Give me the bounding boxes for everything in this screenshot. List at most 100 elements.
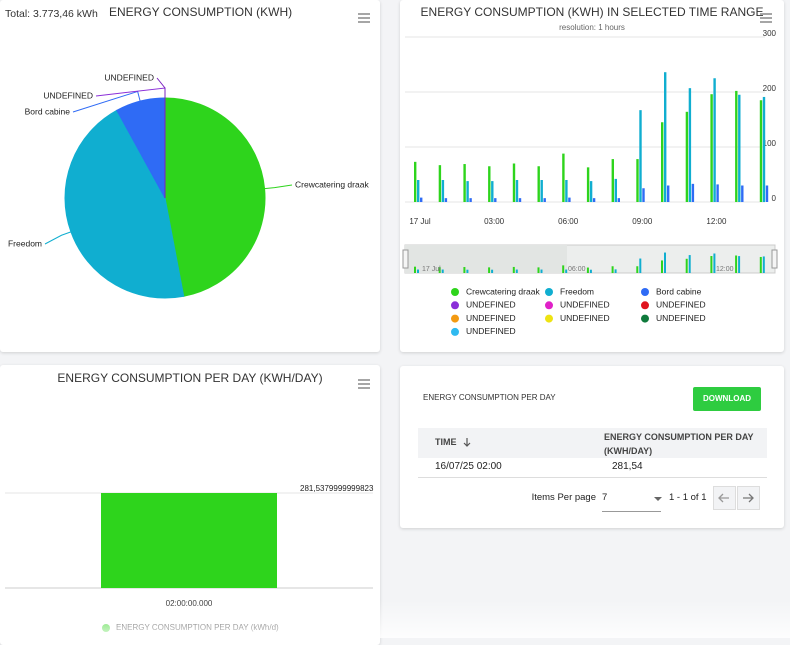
legend-swatch xyxy=(451,288,459,296)
day-panel: ENERGY CONSUMPTION PER DAY (KWH/DAY) 281… xyxy=(0,365,380,645)
menu-icon[interactable] xyxy=(358,379,370,389)
navigator-handle[interactable] xyxy=(402,249,409,269)
bar xyxy=(414,161,417,202)
x-tick-label: 12:00 xyxy=(706,217,727,226)
leader-line xyxy=(156,77,166,98)
table-title: ENERGY CONSUMPTION PER DAY xyxy=(423,393,556,402)
x-tick-label: 06:00 xyxy=(558,217,579,226)
navigator-bar xyxy=(441,269,444,273)
bar xyxy=(738,94,741,202)
navigator-bar xyxy=(762,256,765,273)
legend-entry[interactable]: UNDEFINED xyxy=(656,300,706,310)
navigator-bar xyxy=(417,269,419,273)
bar xyxy=(664,72,667,202)
y-tick-label: 200 xyxy=(763,84,777,93)
legend-swatch xyxy=(102,624,110,632)
sort-arrow[interactable] xyxy=(462,437,472,447)
legend-swatch xyxy=(451,314,459,323)
x-tick-label: 17 Jul xyxy=(409,217,431,226)
prev-page[interactable] xyxy=(713,486,736,510)
legend-entry: ENERGY CONSUMPTION PER DAY (kWh/d) xyxy=(116,623,279,632)
items-per-page-label: Items Per page xyxy=(531,492,596,503)
navigator-bar xyxy=(562,265,565,273)
legend-entry[interactable]: UNDEFINED xyxy=(656,313,706,323)
column-header: ENERGY CONSUMPTION PER DAY (KWH/DAY) xyxy=(604,432,754,456)
navigator-bar xyxy=(685,258,688,273)
pie-chart: Total: 3.773,46 kWh ENERGY CONSUMPTION (… xyxy=(5,5,370,299)
download-button[interactable]: DOWNLOAD xyxy=(693,387,761,411)
bar xyxy=(661,122,664,202)
legend-swatch xyxy=(451,327,459,336)
bar xyxy=(685,111,689,202)
legend-swatch xyxy=(451,301,459,310)
select-caret xyxy=(654,497,662,501)
bar xyxy=(518,198,522,202)
total: Total: 3.773,46 kWh xyxy=(5,8,98,20)
navigator-bar xyxy=(586,267,589,273)
legend-swatch xyxy=(641,288,649,296)
bar xyxy=(540,180,543,202)
y-tick-label: 0 xyxy=(772,194,777,203)
navigator-bar xyxy=(688,255,691,273)
bar xyxy=(417,180,420,202)
legend-entry[interactable]: Freedom xyxy=(560,286,594,296)
y-tick-label: 100 xyxy=(763,139,777,148)
time-panel: ENERGY CONSUMPTION (KWH) IN SELECTED TIM… xyxy=(400,0,784,352)
navigator-handle[interactable] xyxy=(771,249,778,269)
navigator-bar xyxy=(664,252,666,273)
chart-subtitle: resolution: 1 hours xyxy=(559,23,625,32)
y-tick-label: 300 xyxy=(763,29,777,38)
bar xyxy=(611,159,614,202)
bar xyxy=(512,163,516,202)
pie-label: Bord cabine xyxy=(25,106,71,116)
x-tick-label: 02:00:00.000 xyxy=(166,599,213,608)
menu-icon[interactable] xyxy=(358,13,370,23)
legend-swatch xyxy=(545,301,553,310)
legend-entry[interactable]: Crewcatering draak xyxy=(466,286,540,296)
navigator-bar xyxy=(463,267,466,273)
next-page[interactable] xyxy=(737,486,760,510)
legend-entry[interactable]: UNDEFINED xyxy=(466,326,516,336)
chart-title: ENERGY CONSUMPTION (KWH) IN SELECTED TIM… xyxy=(421,5,764,19)
navigator-bar xyxy=(414,266,416,273)
bar xyxy=(688,88,692,202)
bar xyxy=(466,181,469,202)
legend-entry[interactable]: UNDEFINED xyxy=(466,300,516,310)
navigator-mask xyxy=(405,245,567,273)
bar xyxy=(735,90,738,202)
navigator-bar xyxy=(438,267,441,273)
bar xyxy=(667,185,670,202)
navigator-bar xyxy=(589,269,592,273)
navigator-bar xyxy=(491,269,494,273)
navigator-bar xyxy=(512,266,515,273)
legend-entry[interactable]: UNDEFINED xyxy=(466,313,516,323)
legend-entry[interactable]: UNDEFINED xyxy=(560,313,610,323)
navigator-bar xyxy=(537,267,540,273)
pie-slice xyxy=(164,97,266,297)
navigator-bar xyxy=(713,253,716,273)
legend-entry[interactable]: Bord cabine xyxy=(656,286,702,296)
bar xyxy=(420,197,423,202)
navigator-label: 06:00 xyxy=(568,266,586,273)
bar xyxy=(614,178,617,202)
navigator-bar xyxy=(636,266,639,273)
bar xyxy=(469,198,472,202)
bar xyxy=(491,181,494,202)
navigator-bar xyxy=(759,256,762,273)
navigator-bar xyxy=(565,269,568,273)
legend-entry[interactable]: UNDEFINED xyxy=(560,300,610,310)
menu-icon[interactable] xyxy=(760,13,772,23)
navigator-bar xyxy=(710,256,713,273)
bar xyxy=(515,180,519,202)
bar xyxy=(543,198,546,202)
table-panel: ENERGY CONSUMPTION PER DAY DOWNLOAD TIME… xyxy=(400,366,784,528)
column-header[interactable]: TIME xyxy=(435,437,457,447)
navigator-bar xyxy=(639,258,642,273)
items-per-page-select[interactable]: 7 xyxy=(602,492,661,512)
bar xyxy=(537,166,540,202)
bar xyxy=(101,493,277,588)
time-chart: ENERGY CONSUMPTION (KWH) IN SELECTED TIM… xyxy=(402,5,778,336)
bar xyxy=(488,166,491,202)
bar xyxy=(741,185,744,202)
